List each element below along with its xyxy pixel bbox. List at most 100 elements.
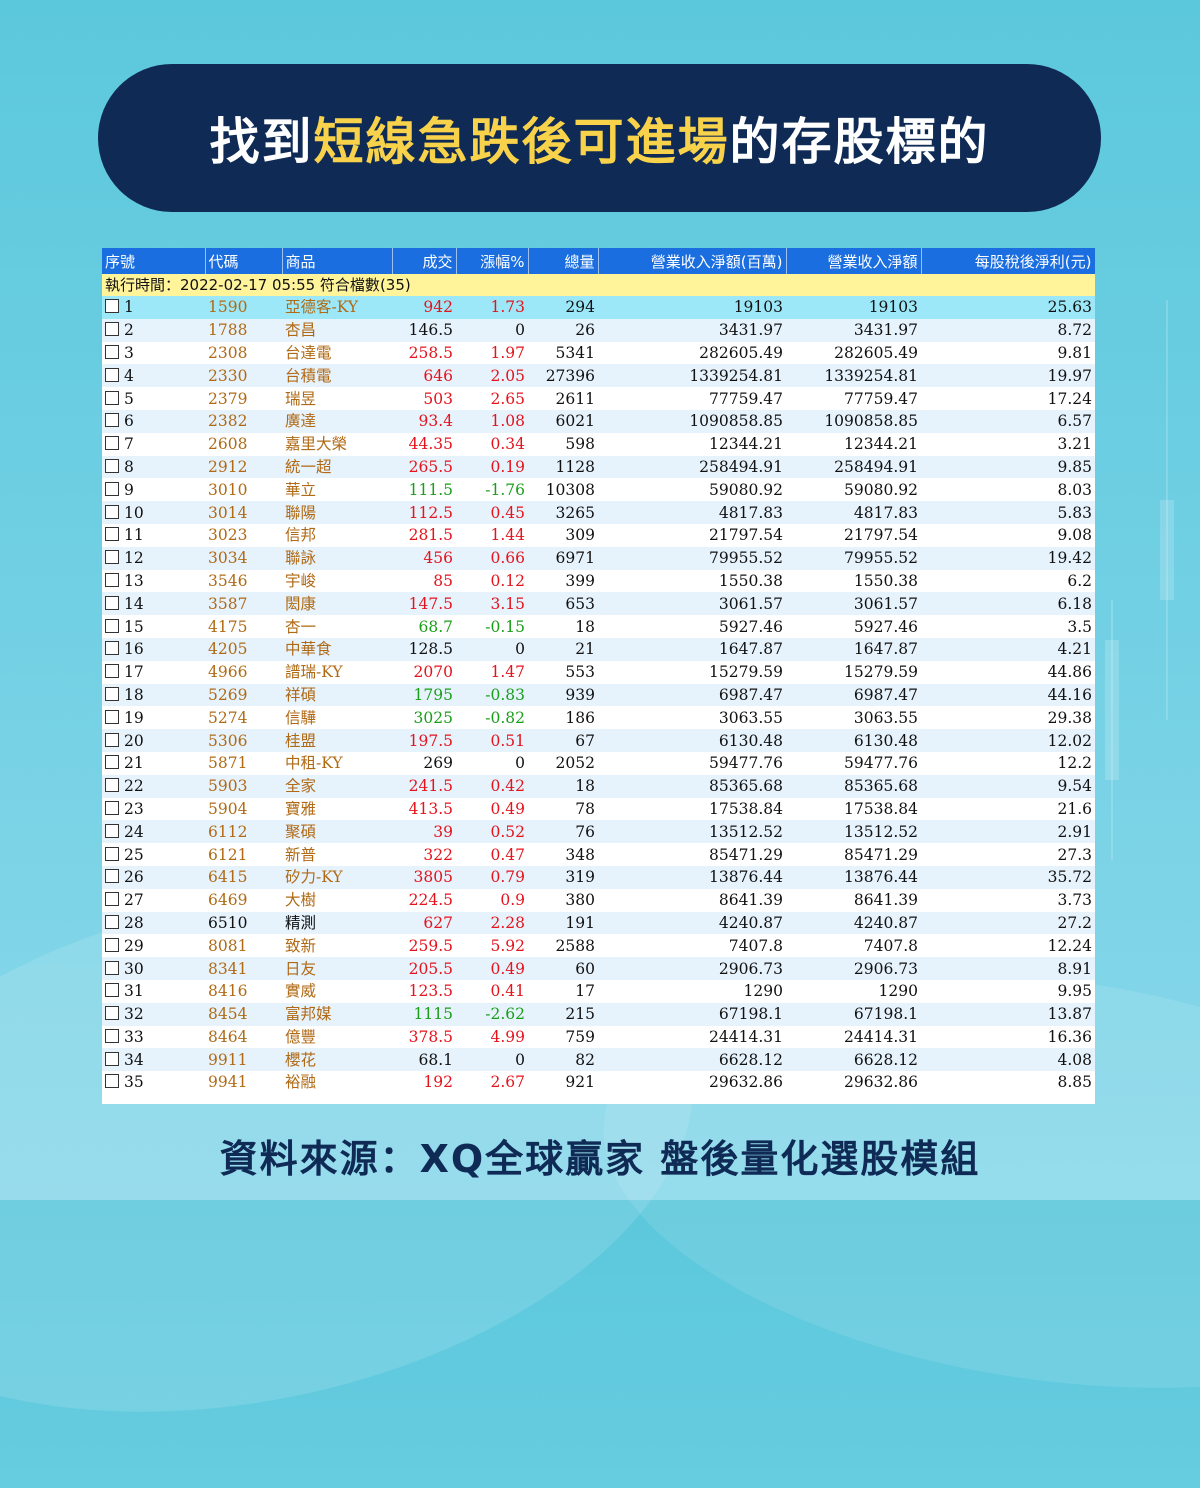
table-row[interactable]: 32 8454 富邦媒 1115 -2.62 215 67198.1 67198.1 13.87: [102, 1002, 1095, 1026]
row-checkbox[interactable]: [105, 344, 119, 359]
table-row[interactable]: 27 6469 大樹 224.5 0.9 380 8641.39 8641.39 3.73: [102, 888, 1095, 912]
price-cell: 269: [392, 751, 456, 775]
table-row[interactable]: 23 5904 寶雅 413.5 0.49 78 17538.84 17538.84 21.6: [102, 797, 1095, 821]
row-checkbox[interactable]: [105, 504, 119, 519]
row-checkbox[interactable]: [105, 778, 119, 793]
row-checkbox[interactable]: [105, 914, 119, 929]
row-checkbox[interactable]: [105, 436, 119, 451]
table-row[interactable]: 18 5269 祥碩 1795 -0.83 939 6987.47 6987.47 44.16: [102, 683, 1095, 707]
eps-cell: 21.6: [921, 797, 1095, 821]
price-cell: 224.5: [392, 888, 456, 912]
table-row[interactable]: 29 8081 致新 259.5 5.92 2588 7407.8 7407.8 12.24: [102, 934, 1095, 958]
revenue-cell: 24414.31: [786, 1025, 921, 1049]
revenue-million-cell: 4817.83: [598, 501, 786, 524]
table-row[interactable]: 24 6112 聚碩 39 0.52 76 13512.52 13512.52 2.91: [102, 820, 1095, 844]
table-row[interactable]: 6 2382 廣達 93.4 1.08 6021 1090858.85 1090858.85 6…: [102, 409, 1095, 433]
table-row[interactable]: 22 5903 全家 241.5 0.42 18 85365.68 85365.68 9.54: [102, 774, 1095, 798]
column-header[interactable]: 每股稅後淨利(元): [921, 248, 1095, 274]
change-percent-cell: 1.47: [456, 660, 528, 684]
row-checkbox[interactable]: [105, 572, 119, 587]
row-checkbox[interactable]: [105, 322, 119, 337]
table-row[interactable]: 5 2379 瑞昱 503 2.65 2611 77759.47 77759.47 17.24: [102, 387, 1095, 410]
table-row[interactable]: 14 3587 閎康 147.5 3.15 653 3061.57 3061.57 6.18: [102, 592, 1095, 616]
table-row[interactable]: 4 2330 台積電 646 2.05 27396 1339254.81 1339254.81…: [102, 364, 1095, 388]
row-checkbox[interactable]: [105, 641, 119, 656]
row-checkbox[interactable]: [105, 390, 119, 405]
row-checkbox[interactable]: [105, 732, 119, 747]
row-checkbox[interactable]: [105, 937, 119, 952]
row-checkbox[interactable]: [105, 367, 119, 382]
row-checkbox[interactable]: [105, 481, 119, 496]
table-row[interactable]: 11 3023 信邦 281.5 1.44 309 21797.54 21797.54 9.08: [102, 523, 1095, 547]
column-header[interactable]: 營業收入淨額(百萬): [598, 248, 787, 274]
eps-cell: 35.72: [921, 865, 1095, 889]
price-cell: 147.5: [392, 592, 456, 616]
table-row[interactable]: 1 1590 亞德客-KY 942 1.73 294 19103 19103 25.63: [102, 296, 1095, 319]
row-checkbox[interactable]: [105, 1028, 119, 1043]
table-row[interactable]: 15 4175 杏一 68.7 -0.15 18 5927.46 5927.46 3.5: [102, 615, 1095, 638]
table-row[interactable]: 26 6415 矽力-KY 3805 0.79 319 13876.44 13876.44 35…: [102, 865, 1095, 889]
volume-cell: 17: [528, 979, 598, 1003]
column-header[interactable]: 成交: [392, 248, 457, 274]
table-row[interactable]: 3 2308 台達電 258.5 1.97 5341 282605.49 282605.49 9…: [102, 341, 1095, 365]
row-checkbox[interactable]: [105, 1051, 119, 1066]
table-row[interactable]: 31 8416 實威 123.5 0.41 17 1290 1290 9.95: [102, 979, 1095, 1003]
table-row[interactable]: 30 8341 日友 205.5 0.49 60 2906.73 2906.73 8.91: [102, 957, 1095, 980]
row-checkbox[interactable]: [105, 299, 119, 314]
row-number-cell: 29: [102, 934, 205, 958]
column-header[interactable]: 商品: [282, 248, 393, 274]
eps-cell: 44.86: [921, 660, 1095, 684]
row-number: 8: [124, 457, 134, 476]
table-row[interactable]: 16 4205 中華食 128.5 0 21 1647.87 1647.87 4.21: [102, 637, 1095, 661]
table-row[interactable]: 28 6510 精測 627 2.28 191 4240.87 4240.87 27.2: [102, 911, 1095, 935]
table-row[interactable]: 21 5871 中租-KY 269 0 2052 59477.76 59477.76 12.2: [102, 751, 1095, 775]
row-checkbox[interactable]: [105, 983, 119, 998]
stock-code-cell: 8081: [205, 934, 282, 958]
row-checkbox[interactable]: [105, 1006, 119, 1021]
column-header[interactable]: 總量: [528, 248, 599, 274]
stock-code-cell: 2912: [205, 455, 282, 479]
price-cell: 197.5: [392, 729, 456, 752]
table-row[interactable]: 2 1788 杏昌 146.5 0 26 3431.97 3431.97 8.72: [102, 318, 1095, 342]
table-row[interactable]: 34 9911 櫻花 68.1 0 82 6628.12 6628.12 4.08: [102, 1048, 1095, 1072]
price-cell: 68.7: [392, 615, 456, 638]
table-row[interactable]: 10 3014 聯陽 112.5 0.45 3265 4817.83 4817.83 5.83: [102, 501, 1095, 524]
volume-cell: 598: [528, 432, 598, 456]
table-row[interactable]: 12 3034 聯詠 456 0.66 6971 79955.52 79955.52 19.42: [102, 546, 1095, 570]
column-header[interactable]: 漲幅%: [456, 248, 529, 274]
row-checkbox[interactable]: [105, 595, 119, 610]
table-row[interactable]: 19 5274 信驊 3025 -0.82 186 3063.55 3063.55 29.38: [102, 706, 1095, 730]
row-checkbox[interactable]: [105, 664, 119, 679]
revenue-cell: 3431.97: [786, 318, 921, 342]
table-row[interactable]: 17 4966 譜瑞-KY 2070 1.47 553 15279.59 15279.59 44…: [102, 660, 1095, 684]
row-checkbox[interactable]: [105, 618, 119, 633]
table-row[interactable]: 20 5306 桂盟 197.5 0.51 67 6130.48 6130.48 12.02: [102, 729, 1095, 752]
row-checkbox[interactable]: [105, 1074, 119, 1089]
table-row[interactable]: 8 2912 統一超 265.5 0.19 1128 258494.91 258494.91 9…: [102, 455, 1095, 479]
stock-name-cell: 寶雅: [282, 797, 392, 821]
table-row[interactable]: 35 9941 裕融 192 2.67 921 29632.86 29632.86 8.85: [102, 1071, 1095, 1094]
column-header[interactable]: 營業收入淨額: [786, 248, 922, 274]
row-checkbox[interactable]: [105, 800, 119, 815]
revenue-million-cell: 1647.87: [598, 637, 786, 661]
row-checkbox[interactable]: [105, 458, 119, 473]
table-row[interactable]: 13 3546 宇峻 85 0.12 399 1550.38 1550.38 6.2: [102, 569, 1095, 593]
row-checkbox[interactable]: [105, 755, 119, 770]
table-row[interactable]: 7 2608 嘉里大榮 44.35 0.34 598 12344.21 12344.21 3.2…: [102, 432, 1095, 456]
row-checkbox[interactable]: [105, 686, 119, 701]
row-checkbox[interactable]: [105, 869, 119, 884]
table-row[interactable]: 9 3010 華立 111.5 -1.76 10308 59080.92 59080.92 8.…: [102, 478, 1095, 502]
column-header[interactable]: 序號: [102, 248, 206, 274]
row-checkbox[interactable]: [105, 709, 119, 724]
table-row[interactable]: 25 6121 新普 322 0.47 348 85471.29 85471.29 27.3: [102, 843, 1095, 866]
row-checkbox[interactable]: [105, 846, 119, 861]
row-checkbox[interactable]: [105, 960, 119, 975]
row-checkbox[interactable]: [105, 550, 119, 565]
column-header[interactable]: 代碼: [205, 248, 283, 274]
row-checkbox[interactable]: [105, 892, 119, 907]
row-checkbox[interactable]: [105, 823, 119, 838]
row-checkbox[interactable]: [105, 527, 119, 542]
table-row[interactable]: 33 8464 億豐 378.5 4.99 759 24414.31 24414.31 16.3…: [102, 1025, 1095, 1049]
row-checkbox[interactable]: [105, 413, 119, 428]
volume-cell: 319: [528, 865, 598, 889]
